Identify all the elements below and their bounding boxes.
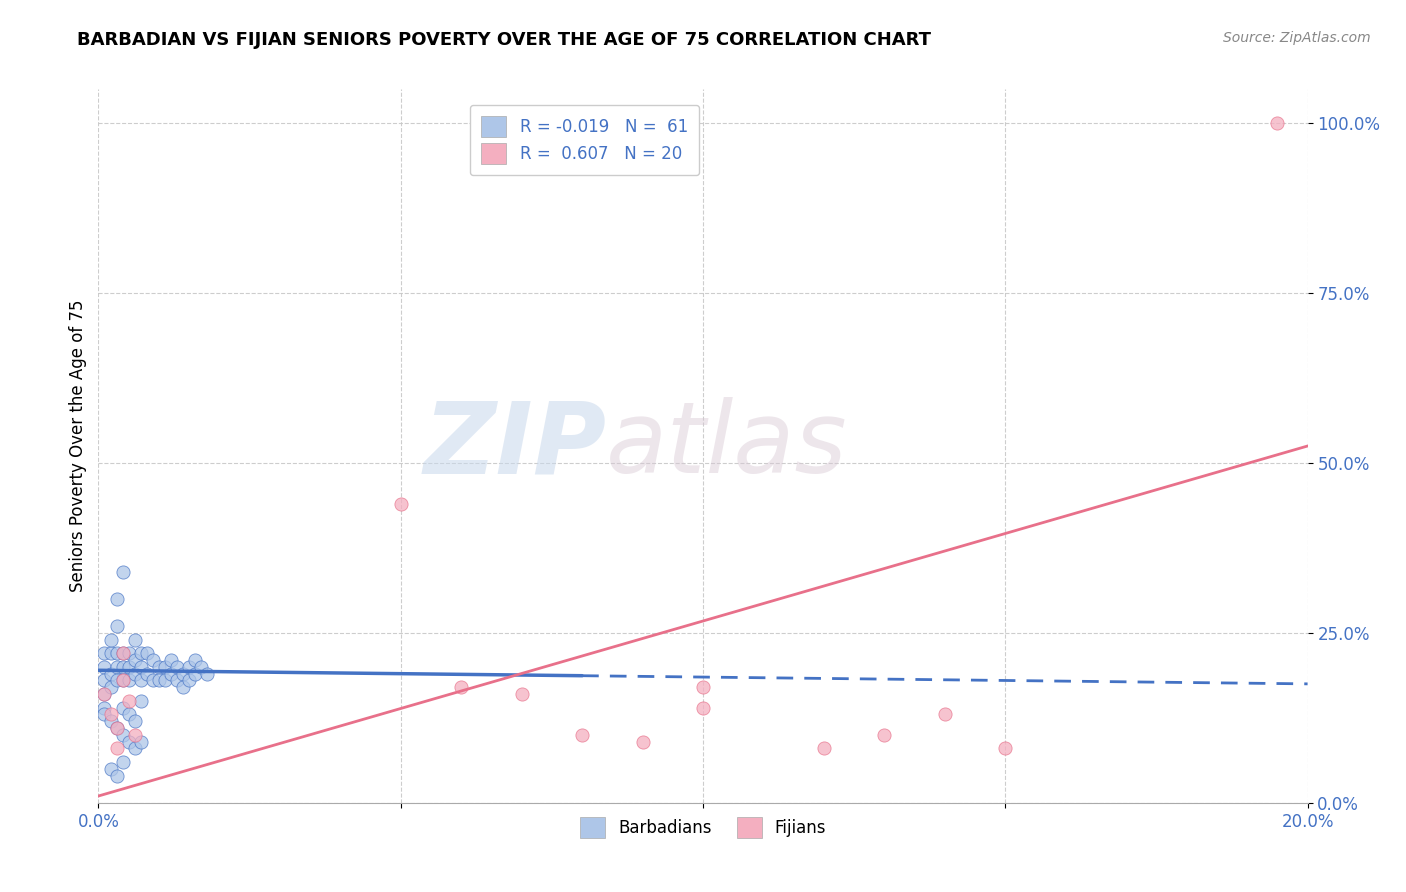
- Point: [111, 565, 134, 579]
- Text: atlas: atlas: [606, 398, 848, 494]
- Point: [111, 700, 134, 714]
- Point: [100, 666, 122, 681]
- Point: [184, 666, 207, 681]
- Point: [111, 660, 134, 674]
- Point: [184, 653, 207, 667]
- Point: [100, 707, 122, 722]
- Point: [129, 673, 152, 688]
- Point: [172, 680, 194, 694]
- Point: [129, 734, 152, 748]
- Point: [105, 646, 128, 660]
- Point: [118, 646, 141, 660]
- Point: [93, 687, 115, 701]
- Point: [142, 653, 165, 667]
- Point: [179, 660, 201, 674]
- Point: [166, 673, 188, 688]
- Point: [105, 721, 128, 735]
- Point: [129, 646, 152, 660]
- Point: [118, 694, 141, 708]
- Point: [1267, 116, 1289, 130]
- Point: [111, 646, 134, 660]
- Point: [105, 721, 128, 735]
- Point: [153, 673, 176, 688]
- Y-axis label: Seniors Poverty Over the Age of 75: Seniors Poverty Over the Age of 75: [69, 300, 87, 592]
- Point: [124, 741, 146, 756]
- Point: [389, 497, 412, 511]
- Text: BARBADIAN VS FIJIAN SENIORS POVERTY OVER THE AGE OF 75 CORRELATION CHART: BARBADIAN VS FIJIAN SENIORS POVERTY OVER…: [77, 31, 931, 49]
- Point: [100, 632, 122, 647]
- Point: [118, 707, 141, 722]
- Point: [111, 673, 134, 688]
- Point: [160, 653, 183, 667]
- Point: [148, 673, 170, 688]
- Point: [135, 646, 157, 660]
- Point: [105, 591, 128, 606]
- Point: [111, 728, 134, 742]
- Point: [179, 673, 201, 688]
- Point: [873, 728, 896, 742]
- Point: [111, 755, 134, 769]
- Point: [153, 660, 176, 674]
- Point: [166, 660, 188, 674]
- Point: [124, 666, 146, 681]
- Point: [571, 728, 593, 742]
- Point: [692, 680, 714, 694]
- Point: [93, 673, 115, 688]
- Point: [129, 660, 152, 674]
- Point: [100, 714, 122, 729]
- Point: [692, 700, 714, 714]
- Point: [129, 694, 152, 708]
- Point: [105, 741, 128, 756]
- Point: [118, 660, 141, 674]
- Point: [124, 653, 146, 667]
- Point: [118, 734, 141, 748]
- Point: [124, 632, 146, 647]
- Point: [631, 734, 654, 748]
- Point: [111, 673, 134, 688]
- Point: [118, 673, 141, 688]
- Point: [93, 660, 115, 674]
- Point: [813, 741, 835, 756]
- Point: [172, 666, 194, 681]
- Point: [100, 680, 122, 694]
- Point: [190, 660, 212, 674]
- Point: [124, 728, 146, 742]
- Point: [450, 680, 472, 694]
- Point: [148, 660, 170, 674]
- Point: [93, 687, 115, 701]
- Legend: Barbadians, Fijians: Barbadians, Fijians: [574, 811, 832, 845]
- Point: [93, 707, 115, 722]
- Text: Source: ZipAtlas.com: Source: ZipAtlas.com: [1223, 31, 1371, 45]
- Text: ZIP: ZIP: [423, 398, 606, 494]
- Point: [160, 666, 183, 681]
- Point: [105, 619, 128, 633]
- Point: [195, 666, 218, 681]
- Point: [111, 646, 134, 660]
- Point: [135, 666, 157, 681]
- Point: [142, 673, 165, 688]
- Point: [93, 700, 115, 714]
- Point: [93, 646, 115, 660]
- Point: [994, 741, 1017, 756]
- Point: [105, 673, 128, 688]
- Point: [934, 707, 956, 722]
- Point: [105, 769, 128, 783]
- Point: [124, 714, 146, 729]
- Point: [100, 646, 122, 660]
- Point: [510, 687, 533, 701]
- Point: [100, 762, 122, 776]
- Point: [105, 660, 128, 674]
